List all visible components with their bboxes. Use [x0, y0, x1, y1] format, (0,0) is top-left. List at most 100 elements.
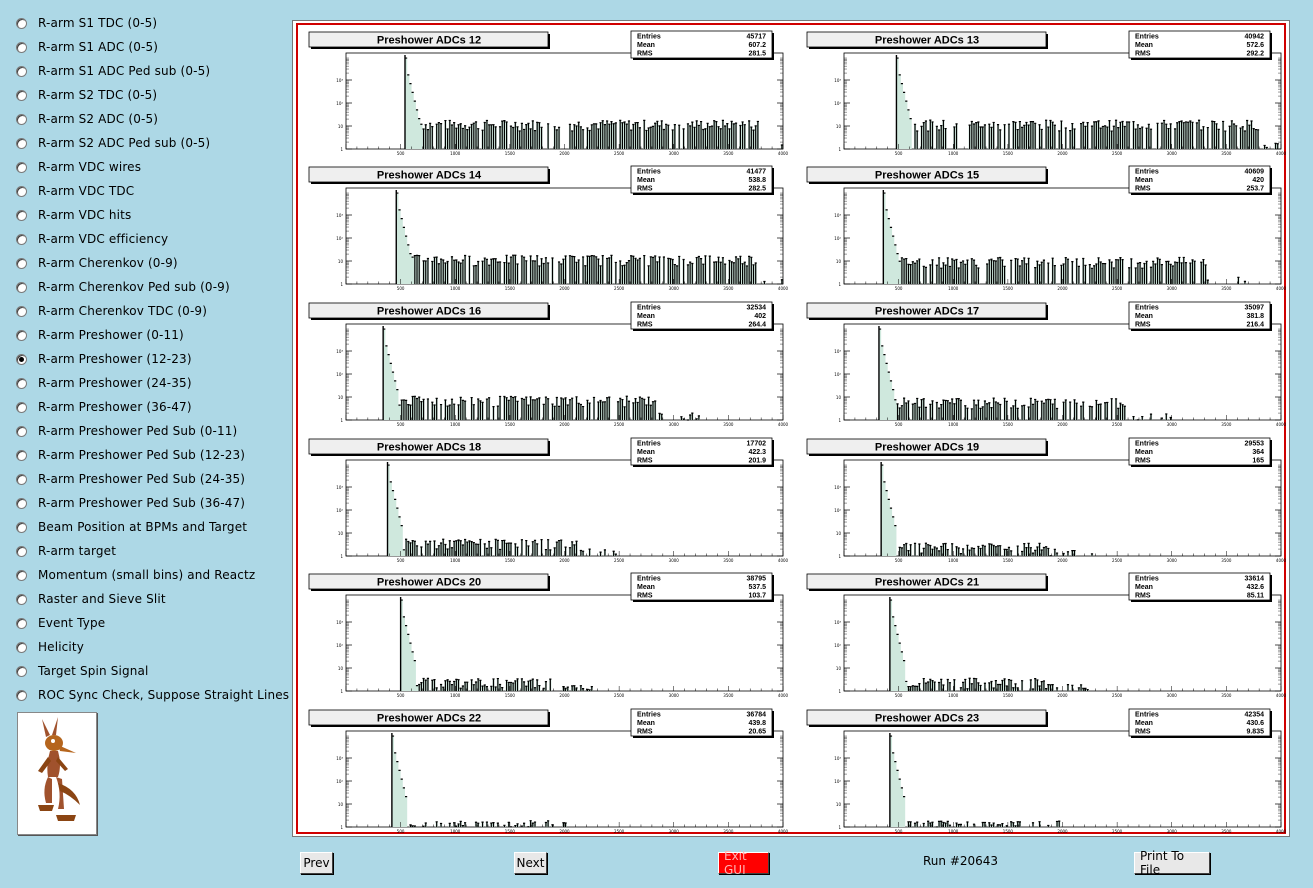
radio-button[interactable] [16, 41, 27, 53]
stats-label-entries: Entries [637, 712, 661, 719]
x-tick-label: 1000 [948, 829, 959, 834]
histogram-title: Preshower ADCs 17 [875, 306, 979, 318]
y-tick-label: 1 [838, 282, 841, 287]
radio-option[interactable]: R-arm S1 TDC (0-5) [16, 13, 157, 33]
radio-button[interactable] [16, 233, 27, 245]
x-tick-label: 1500 [505, 286, 516, 291]
radio-option[interactable]: ROC Sync Check, Suppose Straight Lines [16, 685, 289, 705]
radio-button[interactable] [16, 281, 27, 293]
radio-option[interactable]: R-arm Preshower (36-47) [16, 397, 192, 417]
stats-label-rms: RMS [1135, 51, 1151, 58]
radio-button[interactable] [16, 497, 27, 509]
radio-option[interactable]: R-arm target [16, 541, 116, 561]
radio-button[interactable] [16, 65, 27, 77]
radio-button[interactable] [16, 137, 27, 149]
radio-button[interactable] [16, 521, 27, 533]
radio-option[interactable]: R-arm VDC wires [16, 157, 141, 177]
radio-option[interactable]: R-arm Preshower (24-35) [16, 373, 192, 393]
radio-button[interactable] [16, 569, 27, 581]
radio-button[interactable] [16, 449, 27, 461]
x-tick-label: 1000 [948, 558, 959, 563]
radio-option[interactable]: R-arm Preshower Ped Sub (12-23) [16, 445, 245, 465]
radio-button[interactable] [16, 425, 27, 437]
radio-button[interactable] [16, 305, 27, 317]
radio-button[interactable] [16, 377, 27, 389]
x-tick-label: 3000 [669, 829, 680, 834]
x-tick-label: 2000 [559, 558, 570, 563]
radio-option[interactable]: R-arm S2 TDC (0-5) [16, 85, 157, 105]
radio-button[interactable] [16, 17, 27, 29]
radio-option[interactable]: R-arm Cherenkov TDC (0-9) [16, 301, 207, 321]
radio-option[interactable]: Target Spin Signal [16, 661, 149, 681]
radio-button-selected[interactable] [16, 353, 27, 365]
radio-option[interactable]: Event Type [16, 613, 105, 633]
histogram-canvas: 10³ 10² 10 1 500 1000 1500 2000 2500 3000 3500 4000… [292, 20, 1290, 837]
radio-option[interactable]: R-arm Cherenkov Ped sub (0-9) [16, 277, 230, 297]
radio-button[interactable] [16, 401, 27, 413]
title-box [308, 438, 549, 455]
radio-option[interactable]: Momentum (small bins) and Reactz [16, 565, 255, 585]
radio-button[interactable] [16, 329, 27, 341]
radio-button[interactable] [16, 617, 27, 629]
stats-box [630, 572, 773, 601]
radio-option[interactable]: R-arm Preshower Ped Sub (0-11) [16, 421, 237, 441]
x-tick-label: 4000 [778, 693, 789, 698]
stats-value-rms: 9.835 [1246, 729, 1264, 736]
radio-option[interactable]: R-arm Cherenkov (0-9) [16, 253, 178, 273]
radio-button[interactable] [16, 185, 27, 197]
prev-button[interactable]: Prev [300, 852, 333, 874]
radio-label: R-arm S2 TDC (0-5) [38, 88, 158, 102]
radio-button[interactable] [16, 689, 27, 701]
y-tick-label: 10 [338, 802, 344, 807]
radio-option[interactable]: R-arm S2 ADC Ped sub (0-5) [16, 133, 210, 153]
radio-button[interactable] [16, 593, 27, 605]
x-tick-label: 2500 [614, 829, 625, 834]
radio-option[interactable]: R-arm S1 ADC Ped sub (0-5) [16, 61, 210, 81]
radio-button[interactable] [16, 209, 27, 221]
x-tick-label: 2500 [1112, 286, 1123, 291]
next-button[interactable]: Next [514, 852, 547, 874]
stats-label-mean: Mean [1135, 177, 1153, 184]
stats-box [1128, 30, 1271, 59]
radio-button[interactable] [16, 113, 27, 125]
radio-button[interactable] [16, 641, 27, 653]
radio-button[interactable] [16, 665, 27, 677]
radio-label: R-arm Preshower (24-35) [38, 376, 192, 390]
radio-button[interactable] [16, 257, 27, 269]
radio-option[interactable]: Raster and Sieve Slit [16, 589, 166, 609]
radio-option[interactable]: R-arm Preshower (0-11) [16, 325, 184, 345]
x-tick-label: 2000 [559, 829, 570, 834]
radio-option[interactable]: R-arm Preshower Ped Sub (24-35) [16, 469, 245, 489]
radio-option[interactable]: R-arm S1 ADC (0-5) [16, 37, 158, 57]
radio-option[interactable]: R-arm S2 ADC (0-5) [16, 109, 158, 129]
radio-option[interactable]: Beam Position at BPMs and Target [16, 517, 247, 537]
radio-button[interactable] [16, 161, 27, 173]
exit-gui-button[interactable]: Exit GUI [718, 849, 769, 877]
radio-option[interactable]: Helicity [16, 637, 84, 657]
x-tick-label: 3000 [669, 693, 680, 698]
x-tick-label: 3000 [1167, 558, 1178, 563]
radio-option[interactable]: R-arm VDC hits [16, 205, 131, 225]
title-box [806, 438, 1047, 455]
radio-button[interactable] [16, 545, 27, 557]
radio-label: R-arm VDC TDC [38, 184, 135, 198]
x-tick-label: 500 [397, 151, 405, 156]
print-to-file-button[interactable]: Print To File [1134, 849, 1210, 877]
stats-value-rms: 20.65 [748, 729, 766, 736]
radio-option[interactable]: R-arm VDC TDC [16, 181, 134, 201]
x-tick-label: 500 [397, 286, 405, 291]
stats-label-mean: Mean [637, 42, 655, 49]
radio-option[interactable]: R-arm Preshower Ped Sub (36-47) [16, 493, 245, 513]
radio-option[interactable]: R-arm Preshower (12-23) [16, 349, 192, 369]
radio-button[interactable] [16, 473, 27, 485]
histogram-line [405, 57, 783, 149]
stats-value-entries: 35097 [1245, 305, 1265, 312]
radio-button[interactable] [16, 89, 27, 101]
x-tick-label: 3000 [669, 422, 680, 427]
canvas-border [296, 23, 1286, 834]
stats-value-mean: 430.6 [1246, 720, 1264, 727]
histogram-fill [889, 600, 1089, 691]
stats-label-rms: RMS [637, 593, 653, 600]
radio-option[interactable]: R-arm VDC efficiency [16, 229, 168, 249]
x-tick-label: 1500 [1003, 829, 1014, 834]
